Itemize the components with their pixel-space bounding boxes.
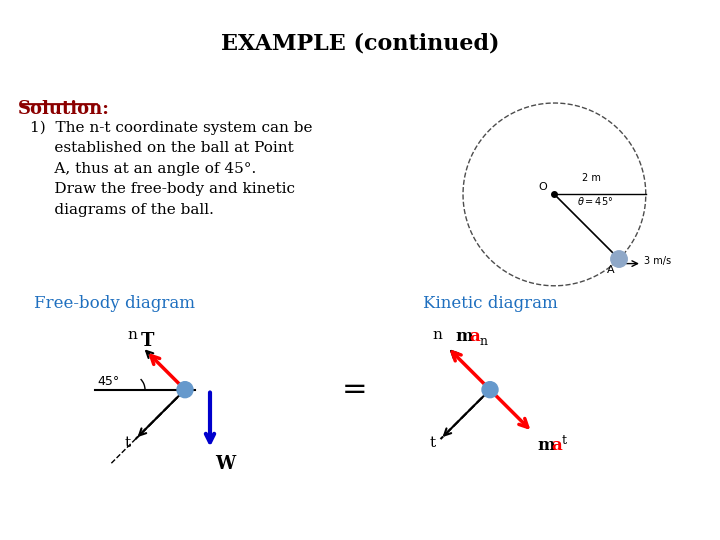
Text: ALWAYS LEARNING: ALWAYS LEARNING — [7, 515, 96, 524]
Text: Solution:: Solution: — [18, 100, 110, 118]
Text: n: n — [127, 328, 138, 342]
Text: $\theta = 45°$: $\theta = 45°$ — [577, 195, 613, 207]
Text: t: t — [562, 434, 567, 447]
Text: =: = — [342, 375, 368, 404]
Circle shape — [482, 382, 498, 397]
Text: a: a — [469, 328, 480, 345]
Circle shape — [177, 382, 193, 397]
Text: Kinetic diagram: Kinetic diagram — [423, 295, 557, 312]
Text: m: m — [537, 437, 555, 454]
Text: 3 m/s: 3 m/s — [644, 255, 671, 266]
Text: a: a — [552, 437, 562, 454]
Text: t: t — [429, 436, 436, 450]
Text: 45°: 45° — [98, 375, 120, 388]
Text: O: O — [539, 182, 547, 192]
Text: t: t — [125, 436, 130, 450]
Text: PEARSON: PEARSON — [662, 511, 720, 528]
Text: Dynamics, Fourteenth Edition
R.C. Hibbeler: Dynamics, Fourteenth Edition R.C. Hibbel… — [108, 510, 233, 529]
Circle shape — [611, 251, 627, 267]
Text: n: n — [433, 328, 443, 342]
Text: Free-body diagram: Free-body diagram — [35, 295, 196, 312]
Text: W: W — [215, 455, 235, 472]
Text: n: n — [480, 335, 487, 348]
Text: A: A — [607, 265, 615, 275]
Text: Copyright ©2016 by Pearson Education, Inc.
All rights reserved.: Copyright ©2016 by Pearson Education, In… — [446, 510, 634, 529]
Text: 1)  The n-t coordinate system can be
     established on the ball at Point
     : 1) The n-t coordinate system can be esta… — [30, 120, 312, 217]
Text: T: T — [141, 332, 155, 350]
Text: 2 m: 2 m — [582, 173, 600, 183]
Text: m: m — [456, 328, 473, 345]
Text: EXAMPLE (continued): EXAMPLE (continued) — [221, 32, 499, 54]
